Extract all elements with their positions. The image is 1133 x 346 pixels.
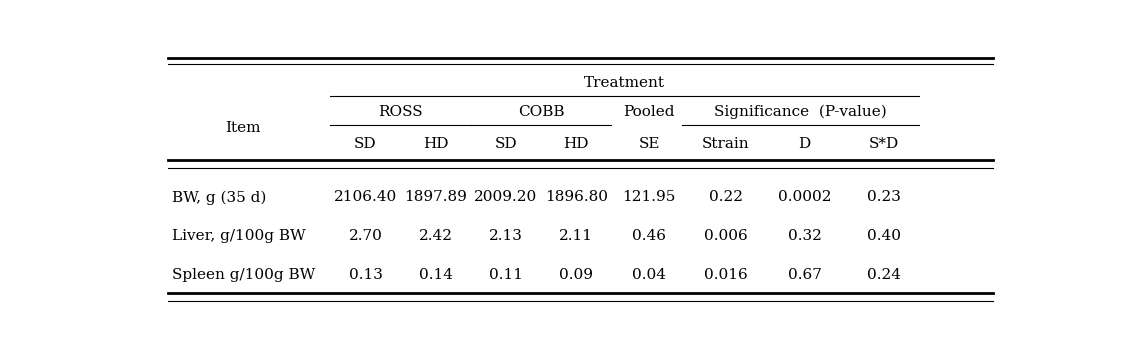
Text: 0.46: 0.46 [632,229,666,243]
Text: HD: HD [423,137,449,151]
Text: 0.23: 0.23 [867,190,901,204]
Text: 0.24: 0.24 [867,268,901,282]
Text: Spleen g/100g BW: Spleen g/100g BW [172,268,316,282]
Text: 1897.89: 1897.89 [404,190,467,204]
Text: Item: Item [224,121,261,135]
Text: 2.13: 2.13 [489,229,523,243]
Text: 2.42: 2.42 [419,229,453,243]
Text: Liver, g/100g BW: Liver, g/100g BW [172,229,306,243]
Text: 0.11: 0.11 [489,268,523,282]
Text: 0.13: 0.13 [349,268,383,282]
Text: BW, g (35 d): BW, g (35 d) [172,190,266,204]
Text: 0.0002: 0.0002 [778,190,832,204]
Text: 0.32: 0.32 [787,229,821,243]
Text: 2106.40: 2106.40 [334,190,398,204]
Text: Significance  (P-value): Significance (P-value) [714,105,886,119]
Text: 0.22: 0.22 [708,190,742,204]
Text: 2.11: 2.11 [560,229,594,243]
Text: ROSS: ROSS [378,105,423,119]
Text: 0.40: 0.40 [867,229,901,243]
Text: 0.14: 0.14 [419,268,453,282]
Text: HD: HD [563,137,589,151]
Text: SE: SE [638,137,659,151]
Text: 0.016: 0.016 [704,268,748,282]
Text: COBB: COBB [518,105,564,119]
Text: Strain: Strain [701,137,749,151]
Text: 0.09: 0.09 [560,268,594,282]
Text: 0.006: 0.006 [704,229,748,243]
Text: 121.95: 121.95 [622,190,676,204]
Text: SD: SD [495,137,518,151]
Text: 0.04: 0.04 [632,268,666,282]
Text: D: D [799,137,811,151]
Text: 1896.80: 1896.80 [545,190,607,204]
Text: 2.70: 2.70 [349,229,383,243]
Text: S*D: S*D [869,137,898,151]
Text: SD: SD [355,137,377,151]
Text: Pooled: Pooled [623,105,675,119]
Text: 2009.20: 2009.20 [475,190,538,204]
Text: 0.67: 0.67 [787,268,821,282]
Text: Treatment: Treatment [585,76,665,90]
